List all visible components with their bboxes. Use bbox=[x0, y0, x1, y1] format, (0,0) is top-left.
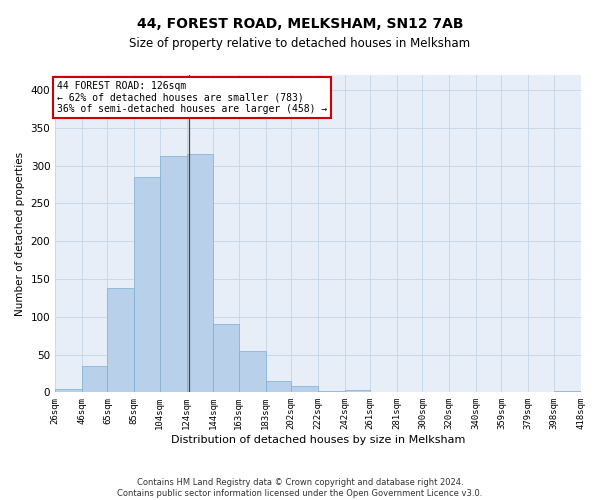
Y-axis label: Number of detached properties: Number of detached properties bbox=[15, 152, 25, 316]
Bar bbox=[107, 288, 134, 393]
Bar bbox=[266, 381, 291, 392]
Bar bbox=[55, 388, 82, 392]
Text: Size of property relative to detached houses in Melksham: Size of property relative to detached ho… bbox=[130, 38, 470, 51]
Text: 44, FOREST ROAD, MELKSHAM, SN12 7AB: 44, FOREST ROAD, MELKSHAM, SN12 7AB bbox=[137, 18, 463, 32]
Bar bbox=[554, 391, 581, 392]
Bar bbox=[344, 390, 370, 392]
Bar bbox=[214, 324, 239, 392]
Bar bbox=[318, 391, 344, 392]
X-axis label: Distribution of detached houses by size in Melksham: Distribution of detached houses by size … bbox=[170, 435, 465, 445]
Text: 44 FOREST ROAD: 126sqm
← 62% of detached houses are smaller (783)
36% of semi-de: 44 FOREST ROAD: 126sqm ← 62% of detached… bbox=[56, 81, 327, 114]
Bar bbox=[82, 366, 107, 392]
Bar bbox=[291, 386, 318, 392]
Bar bbox=[239, 351, 266, 393]
Bar bbox=[134, 177, 160, 392]
Bar bbox=[187, 154, 214, 392]
Bar bbox=[160, 156, 187, 392]
Text: Contains HM Land Registry data © Crown copyright and database right 2024.
Contai: Contains HM Land Registry data © Crown c… bbox=[118, 478, 482, 498]
